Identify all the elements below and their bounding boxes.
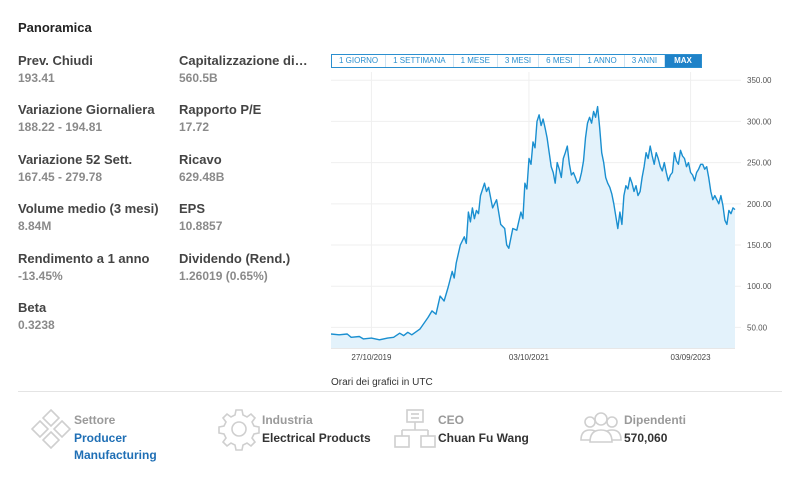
people-group-icon <box>580 412 622 443</box>
stat-daily-range: Variazione Giornaliera 188.22 - 194.81 <box>18 102 173 134</box>
stat-value: 629.48B <box>179 170 225 184</box>
y-tick-label: 150.00 <box>747 241 772 250</box>
sector-value-line1: Producer <box>74 431 127 445</box>
stat-value: 193.41 <box>18 71 55 85</box>
info-sector: Settore Producer Manufacturing <box>28 404 208 474</box>
gear-icon <box>218 409 260 451</box>
info-employees: Dipendenti 570,060 <box>578 404 778 474</box>
stat-value: 10.8857 <box>179 219 223 233</box>
stat-52-week-range: Variazione 52 Sett. 167.45 - 279.78 <box>18 152 173 184</box>
chart-timezone-note: Orari dei grafici in UTC <box>331 377 433 388</box>
org-chart-icon <box>394 409 436 448</box>
tab-3-months[interactable]: 3 MESI <box>498 55 540 67</box>
tab-3-years[interactable]: 3 ANNI <box>625 55 666 67</box>
industry-value: Electrical Products <box>262 431 371 445</box>
panel-title: Panoramica <box>18 20 92 35</box>
tab-max[interactable]: MAX <box>665 55 701 67</box>
stat-eps: EPS 10.8857 <box>179 201 309 233</box>
stat-revenue: Ricavo 629.48B <box>179 152 309 184</box>
stat-value: 167.45 - 279.78 <box>18 170 103 184</box>
ceo-label: CEO <box>438 413 465 427</box>
stat-prev-close: Prev. Chiudi 193.41 <box>18 53 173 85</box>
stat-value: 8.84M <box>18 219 52 233</box>
price-line <box>331 105 736 341</box>
info-ceo: CEO Chuan Fu Wang <box>392 404 572 474</box>
y-tick-label: 200.00 <box>747 200 772 209</box>
stat-value: 17.72 <box>179 120 210 134</box>
sector-link[interactable]: Producer Manufacturing <box>74 430 214 464</box>
stat-label: Volume medio (3 mesi) <box>18 201 159 216</box>
tab-1-week[interactable]: 1 SETTIMANA <box>386 55 454 67</box>
tab-1-year[interactable]: 1 ANNO <box>580 55 625 67</box>
x-tick-label: 27/10/2019 <box>351 353 392 362</box>
range-tabs: 1 GIORNO 1 SETTIMANA 1 MESE 3 MESI 6 MES… <box>331 54 702 68</box>
ceo-value: Chuan Fu Wang <box>438 431 529 445</box>
x-tick-label: 03/09/2023 <box>671 353 712 362</box>
stat-dividend: Dividendo (Rend.) 1.26019 (0.65%) <box>179 251 309 283</box>
stat-value: 560.5B <box>179 71 218 85</box>
stat-beta: Beta 0.3238 <box>18 300 173 332</box>
stat-label: EPS <box>179 201 206 216</box>
x-tick-label: 03/10/2021 <box>509 353 550 362</box>
price-chart[interactable]: 350.00 300.00 250.00 200.00 150.00 100.00 50.0… <box>331 72 781 368</box>
sector-diamonds-icon <box>30 408 72 450</box>
stat-label: Variazione 52 Sett. <box>18 152 133 167</box>
stat-label: Prev. Chiudi <box>18 53 93 68</box>
stat-value: 1.26019 (0.65%) <box>179 269 268 283</box>
stat-value: 0.3238 <box>18 318 55 332</box>
stat-market-cap: Capitalizzazione di ... 560.5B <box>179 53 309 85</box>
stat-label: Ricavo <box>179 152 222 167</box>
info-industry: Industria Electrical Products <box>216 404 396 474</box>
y-tick-label: 100.00 <box>747 282 772 291</box>
tab-6-months[interactable]: 6 MESI <box>539 55 581 67</box>
stat-1y-return: Rendimento a 1 anno -13.45% <box>18 251 173 283</box>
industry-label: Industria <box>262 413 313 427</box>
stat-label: Capitalizzazione di ... <box>179 53 309 68</box>
section-divider <box>18 391 782 392</box>
tab-1-month[interactable]: 1 MESE <box>454 55 498 67</box>
stat-label: Rendimento a 1 anno <box>18 251 150 266</box>
stat-avg-volume: Volume medio (3 mesi) 8.84M <box>18 201 173 233</box>
employees-value: 570,060 <box>624 431 668 445</box>
stat-value: 188.22 - 194.81 <box>18 120 103 134</box>
tab-1-day[interactable]: 1 GIORNO <box>332 55 387 67</box>
sector-label: Settore <box>74 413 116 427</box>
stat-label: Variazione Giornaliera <box>18 102 155 117</box>
y-tick-label: 250.00 <box>747 159 772 168</box>
stat-label: Beta <box>18 300 47 315</box>
y-tick-label: 350.00 <box>747 76 772 85</box>
y-tick-label: 50.00 <box>747 323 768 332</box>
sector-value-line2: Manufacturing <box>74 448 157 462</box>
price-area <box>331 106 735 348</box>
stat-label: Dividendo (Rend.) <box>179 251 291 266</box>
employees-label: Dipendenti <box>624 413 686 427</box>
stat-value: -13.45% <box>18 269 63 283</box>
stat-pe-ratio: Rapporto P/E 17.72 <box>179 102 309 134</box>
y-tick-label: 300.00 <box>747 117 772 126</box>
stat-label: Rapporto P/E <box>179 102 262 117</box>
